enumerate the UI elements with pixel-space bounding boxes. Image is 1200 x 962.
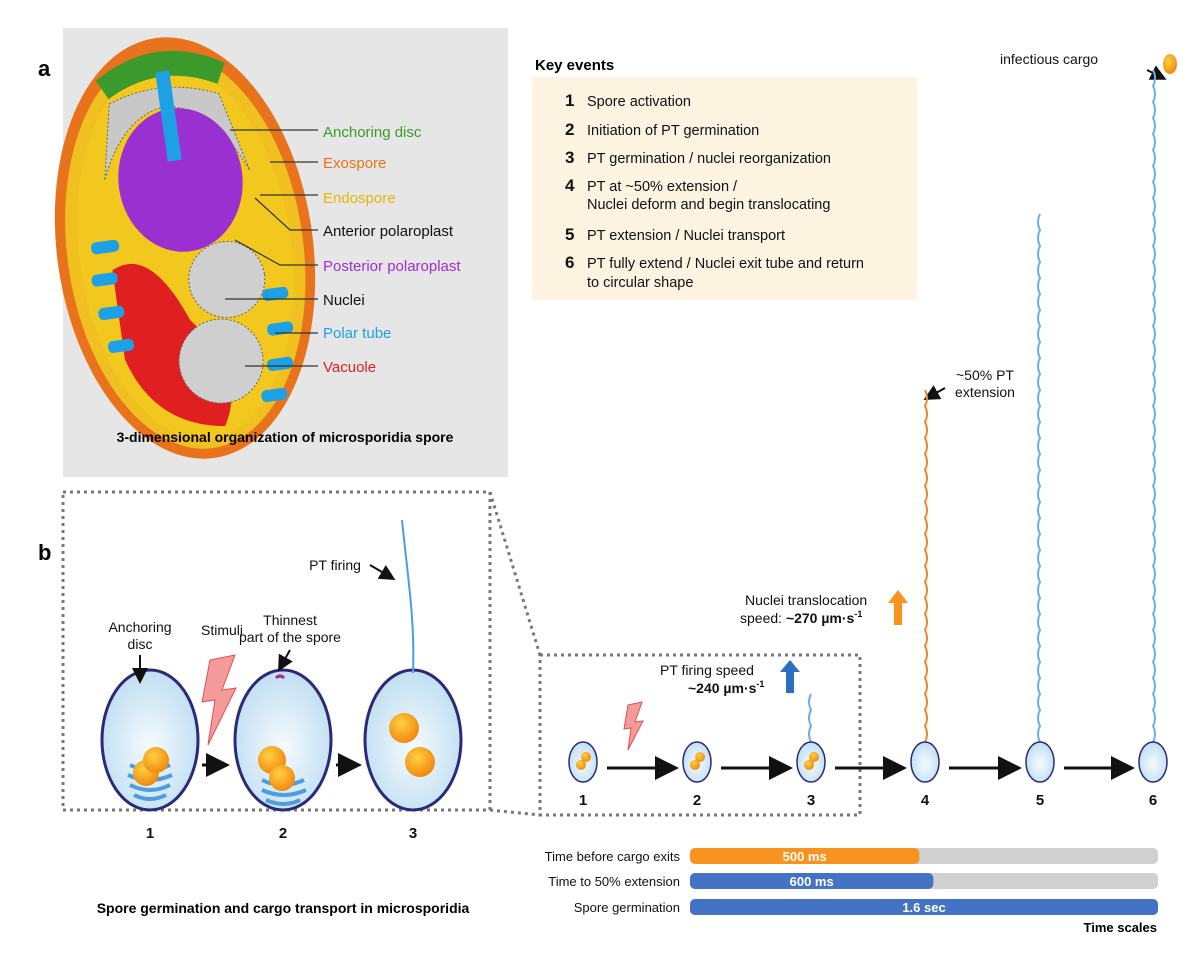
- label-endospore: Endospore: [323, 190, 396, 207]
- svg-text:Nuclei deform and begin transl: Nuclei deform and begin translocating: [587, 197, 830, 213]
- timeline-spore-5: [1025, 741, 1055, 783]
- timeline-spore-6: [1138, 741, 1168, 783]
- nucleus: [690, 760, 700, 770]
- nucleus: [809, 752, 819, 762]
- inset-spore-3: [363, 519, 463, 812]
- pt-firing-speed-label: PT firing speed: [660, 662, 754, 678]
- timeline-spore-4: [910, 741, 940, 783]
- timeline-stage-6: 6: [1149, 792, 1157, 809]
- svg-text:3: 3: [565, 148, 574, 167]
- stimuli-label: Stimuli: [201, 622, 243, 638]
- key-events-box: [532, 77, 917, 300]
- panel-b-caption: Spore germination and cargo transport in…: [97, 900, 470, 916]
- svg-text:part of the spore: part of the spore: [239, 629, 341, 645]
- panel-b-letter: b: [38, 540, 51, 565]
- label-nuclei: Nuclei: [323, 292, 365, 309]
- timeline-stage-3: 3: [807, 792, 815, 809]
- inset-stage-2: 2: [279, 825, 287, 842]
- time-bar-fill: [690, 848, 920, 864]
- panel-a-caption: 3-dimensional organization of microspori…: [117, 429, 454, 445]
- key-event-4: PT at ~50% extension /: [587, 179, 738, 195]
- svg-text:~240 µm·s-1: ~240 µm·s-1: [688, 679, 764, 696]
- anchoring-disc-label: Anchoring: [108, 619, 171, 635]
- label-anchoring-disc: Anchoring disc: [323, 124, 422, 141]
- zoom-connector-lines: [488, 491, 542, 817]
- time-scales-title: Time scales: [1084, 920, 1157, 935]
- svg-text:disc: disc: [128, 636, 153, 652]
- timeline-stage-2: 2: [693, 792, 701, 809]
- key-event-2: Initiation of PT germination: [587, 123, 759, 139]
- inset-stage-3: 3: [409, 825, 417, 842]
- svg-text:2: 2: [565, 120, 574, 139]
- svg-text:speed: ~270 µm·s-1: speed: ~270 µm·s-1: [740, 609, 862, 626]
- timeline-lightning-icon: [623, 701, 644, 751]
- svg-text:5: 5: [565, 225, 574, 244]
- spore-structure-labels: Anchoring disc Exospore Endospore Anteri…: [323, 124, 461, 376]
- svg-text:6: 6: [565, 253, 574, 272]
- time-bar-value: 1.6 sec: [902, 900, 945, 915]
- key-event-3: PT germination / nuclei reorganization: [587, 151, 831, 167]
- svg-text:1: 1: [565, 91, 574, 110]
- time-bar-label: Time before cargo exits: [545, 849, 681, 864]
- time-bar-fill: [690, 873, 934, 889]
- label-vacuole: Vacuole: [323, 359, 376, 376]
- timeline-dotted-box: [538, 653, 862, 817]
- timeline-stage-4: 4: [921, 792, 930, 809]
- svg-text:to circular shape: to circular shape: [587, 275, 693, 291]
- thinnest-part-label: Thinnest: [263, 612, 317, 628]
- svg-text:extension: extension: [955, 384, 1015, 400]
- polar-tube-4: [923, 389, 928, 743]
- inset-dotted-box: [61, 490, 492, 812]
- spore-leader-lines: [225, 129, 318, 367]
- label-polar-tube: Polar tube: [323, 325, 391, 342]
- time-bar-label: Time to 50% extension: [548, 874, 680, 889]
- label-anterior-polaroplast: Anterior polaroplast: [323, 223, 454, 240]
- time-bar-label: Spore germination: [574, 900, 680, 915]
- time-bar-value: 600 ms: [790, 874, 834, 889]
- timeline-spores: 1 2 3 4 5 6: [568, 54, 1177, 809]
- timeline-stage-5: 5: [1036, 792, 1044, 809]
- polar-tube-5: [1037, 213, 1042, 743]
- nuclei-speed-label: Nuclei translocation: [745, 592, 867, 608]
- nucleus: [804, 760, 814, 770]
- svg-text:4: 4: [565, 176, 575, 195]
- polar-tube-6: [1151, 69, 1156, 743]
- inset-spore-2: [233, 668, 333, 812]
- label-posterior-polaroplast: Posterior polaroplast: [323, 258, 461, 275]
- timeline-stage-1: 1: [579, 792, 587, 809]
- half-extension-label: ~50% PT: [956, 367, 1014, 383]
- spore-3d-model: [54, 37, 316, 459]
- key-event-1: Spore activation: [587, 94, 691, 110]
- nucleus: [695, 752, 705, 762]
- nucleus: [581, 752, 591, 762]
- inset-spore-1: [100, 668, 200, 812]
- infectious-cargo-icon: [1163, 54, 1177, 74]
- speed-up-arrow-orange: [888, 590, 908, 625]
- key-event-6: PT fully extend / Nuclei exit tube and r…: [587, 256, 864, 272]
- key-events-list: 1 Spore activation 2 Initiation of PT ge…: [565, 91, 864, 291]
- inset-stage-1: 1: [146, 825, 154, 842]
- time-scales: Time before cargo exits 500 ms Time to 50%…: [545, 848, 1158, 915]
- nucleus: [576, 760, 586, 770]
- speed-up-arrow-blue: [780, 660, 800, 693]
- key-events-title: Key events: [535, 57, 614, 74]
- lightning-icon: [201, 654, 237, 746]
- panel-a-letter: a: [38, 56, 51, 81]
- polar-tube-3: [808, 693, 813, 743]
- infectious-cargo-label: infectious cargo: [1000, 51, 1098, 67]
- time-bar-value: 500 ms: [783, 849, 827, 864]
- label-exospore: Exospore: [323, 155, 386, 172]
- key-event-5: PT extension / Nuclei transport: [587, 228, 785, 244]
- time-bar-fill: [690, 899, 1158, 915]
- pt-firing-label: PT firing: [309, 557, 361, 573]
